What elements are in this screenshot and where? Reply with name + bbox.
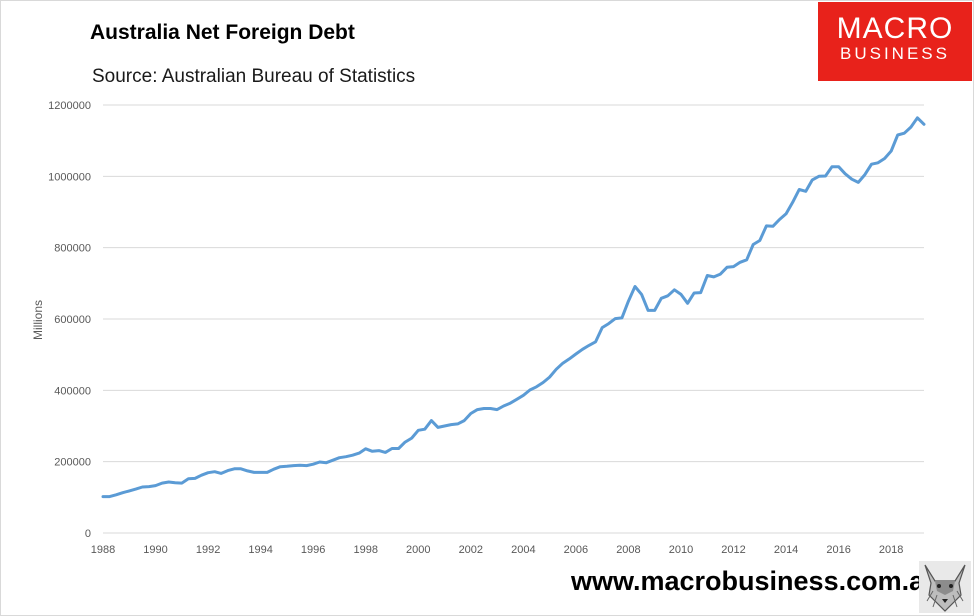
y-tick-label: 800000 [54,243,91,255]
x-tick-label: 2000 [406,544,430,556]
y-tick-label: 200000 [54,457,91,469]
x-axis-ticks: 1988 1990 1992 1994 1996 1998 2000 2002 2004 2006… [91,544,904,556]
y-tick-label: 400000 [54,385,91,397]
x-tick-label: 1990 [143,544,167,556]
x-tick-label: 2002 [459,544,483,556]
y-axis-label: Millions [31,300,45,340]
y-tick-label: 1000000 [48,171,91,183]
x-tick-label: 2010 [669,544,693,556]
chart-subtitle: Source: Australian Bureau of Statistics [92,66,416,87]
logo-line1: MACRO [836,12,954,45]
y-tick-label: 1200000 [48,100,91,112]
chart-title: Australia Net Foreign Debt [90,21,355,44]
x-tick-label: 2006 [564,544,588,556]
series-group [101,116,926,499]
website-url[interactable]: www.macrobusiness.com.au [571,566,941,596]
x-tick-label: 2018 [879,544,903,556]
x-tick-label: 1994 [248,544,272,556]
x-tick-label: 1992 [196,544,220,556]
brand-logo: MACRO BUSINESS [818,2,972,81]
y-tick-label: 600000 [54,314,91,326]
y-tick-label: 0 [85,528,91,540]
x-tick-label: 1998 [353,544,377,556]
x-tick-label: 2012 [721,544,745,556]
x-tick-label: 2014 [774,544,798,556]
x-tick-label: 1996 [301,544,325,556]
gridlines [103,104,924,534]
x-tick-label: 2016 [826,544,850,556]
wolf-mascot-icon [919,561,971,613]
x-tick-label: 2008 [616,544,640,556]
x-tick-label: 2004 [511,544,535,556]
x-tick-label: 1988 [91,544,115,556]
logo-line2: BUSINESS [840,44,950,63]
series-line-0 [101,116,926,499]
y-axis-ticks: 0 200000 400000 600000 800000 1000000 1200000 [48,100,91,540]
